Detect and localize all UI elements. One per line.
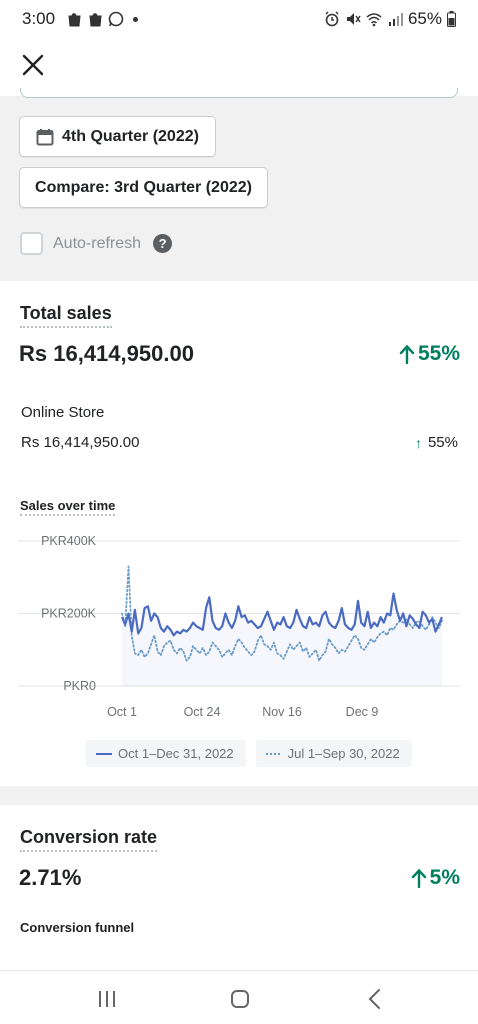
y-tick-label: PKR200K xyxy=(41,607,97,621)
arrow-up-icon xyxy=(411,868,426,888)
battery-icon xyxy=(447,11,456,27)
compare-button[interactable]: Compare: 3rd Quarter (2022) xyxy=(19,167,268,208)
conversion-funnel-title: Conversion funnel xyxy=(20,920,135,935)
x-tick-label: Dec 9 xyxy=(346,705,379,719)
chart-legend: Oct 1–Dec 31, 2022 Jul 1–Sep 30, 2022 xyxy=(86,740,412,767)
compare-label: Compare: 3rd Quarter (2022) xyxy=(35,178,252,196)
total-sales-change: 55% xyxy=(399,342,460,366)
battery-percent: 65% xyxy=(407,9,442,28)
calendar-icon xyxy=(36,128,54,145)
series-line-current xyxy=(120,592,444,637)
auto-refresh-row: Auto-refresh ? xyxy=(20,232,173,255)
android-nav-bar xyxy=(0,970,478,1024)
y-tick-label: PKR0 xyxy=(63,679,96,693)
alarm-icon xyxy=(325,11,339,27)
shopify-notification-icon xyxy=(68,13,81,27)
online-store-change: ↑ 55% xyxy=(415,434,458,451)
conversion-title[interactable]: Conversion rate xyxy=(20,827,158,852)
recent-apps-icon[interactable] xyxy=(92,985,122,1013)
top-bar xyxy=(0,38,478,96)
total-sales-card: Total sales Rs 16,414,950.00 55% Online … xyxy=(0,281,478,786)
legend-swatch-previous xyxy=(265,752,282,755)
online-store-change-value: 55% xyxy=(427,434,458,451)
date-range-button[interactable]: 4th Quarter (2022) xyxy=(19,116,216,157)
online-store-label: Online Store xyxy=(21,404,105,421)
total-sales-value: Rs 16,414,950.00 xyxy=(19,341,194,366)
series-line-previous xyxy=(121,565,443,662)
arrow-up-small-icon: ↑ xyxy=(414,434,422,451)
conversion-card: Conversion rate 2.71% 5% Conversion funn… xyxy=(0,805,478,970)
conversion-change-value: 5% xyxy=(429,866,460,889)
sales-over-time-title[interactable]: Sales over time xyxy=(20,498,116,516)
conversion-value: 2.71% xyxy=(19,865,82,890)
help-icon[interactable]: ? xyxy=(153,234,173,253)
x-tick-label: Oct 1 xyxy=(107,705,137,719)
total-sales-title[interactable]: Total sales xyxy=(20,303,112,328)
filter-area: 4th Quarter (2022) Compare: 3rd Quarter … xyxy=(0,88,478,280)
mute-icon xyxy=(346,13,361,25)
legend-label-current: Oct 1–Dec 31, 2022 xyxy=(118,746,234,761)
legend-label-previous: Jul 1–Sep 30, 2022 xyxy=(287,746,400,761)
series-area-current xyxy=(122,593,442,686)
legend-swatch-current xyxy=(96,752,112,755)
partial-input-field[interactable] xyxy=(20,88,458,98)
total-sales-change-value: 55% xyxy=(417,342,460,365)
wifi-icon xyxy=(366,13,382,27)
x-tick-label: Nov 16 xyxy=(262,705,302,719)
legend-item-current[interactable]: Oct 1–Dec 31, 2022 xyxy=(86,740,246,767)
online-store-value: Rs 16,414,950.00 xyxy=(21,434,140,451)
conversion-change: 5% xyxy=(411,866,460,890)
y-tick-label: PKR400K xyxy=(41,534,97,548)
more-notifications-dot xyxy=(133,16,139,22)
x-tick-label: Oct 24 xyxy=(184,705,221,719)
home-icon[interactable] xyxy=(225,985,255,1013)
legend-item-previous[interactable]: Jul 1–Sep 30, 2022 xyxy=(255,740,412,767)
whatsapp-icon xyxy=(108,11,124,27)
auto-refresh-label: Auto-refresh xyxy=(53,234,142,252)
sales-over-time-chart: PKR400K PKR200K PKR0 Oct 1 Oct 24 Nov 16 Dec 9 xyxy=(18,534,460,719)
back-icon[interactable] xyxy=(360,985,390,1013)
status-time: 3:00 xyxy=(22,9,56,28)
signal-icon xyxy=(388,13,403,26)
close-icon[interactable] xyxy=(18,50,48,80)
date-range-label: 4th Quarter (2022) xyxy=(62,127,199,145)
shopify-notification-icon-2 xyxy=(89,13,102,27)
status-bar: 3:00 65% xyxy=(0,0,478,38)
arrow-up-icon xyxy=(399,344,415,364)
auto-refresh-checkbox[interactable] xyxy=(20,232,43,255)
